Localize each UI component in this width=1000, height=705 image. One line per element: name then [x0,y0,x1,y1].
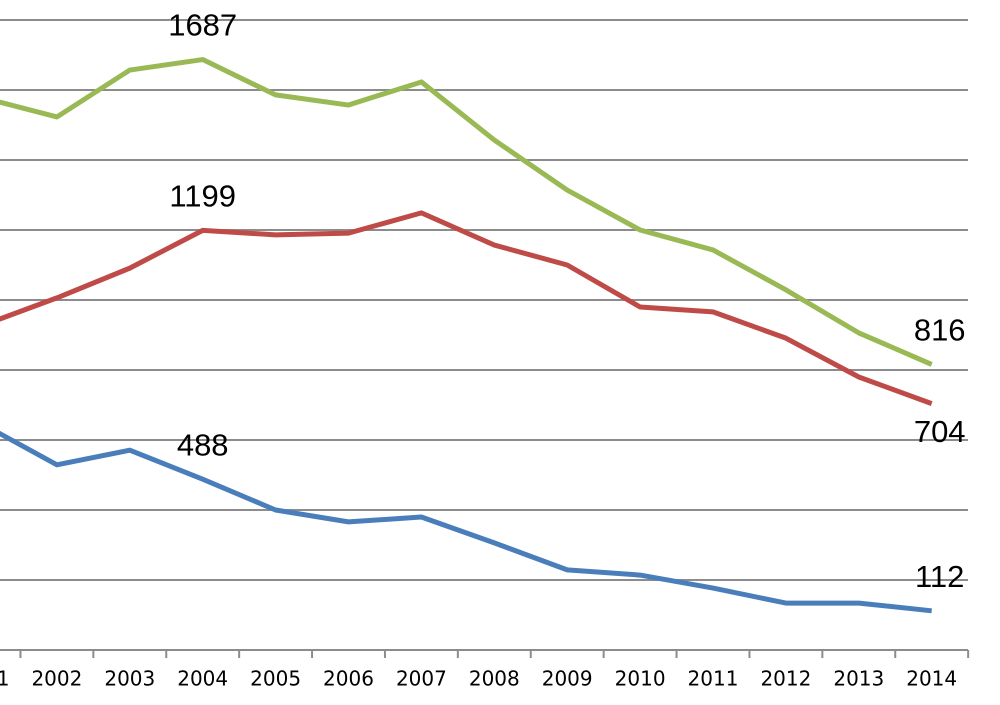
x-tick-label: 2007 [396,667,447,691]
x-tick-label: 2013 [833,667,884,691]
series-line [0,210,933,406]
x-tick-label: 2002 [31,667,82,691]
data-label: 488 [177,427,229,462]
x-tick-label: 2009 [542,667,593,691]
series-line [0,430,932,614]
data-label: 816 [914,313,966,348]
data-label: 704 [914,414,966,449]
data-label: 112 [915,559,964,594]
x-tick-label: 2014 [906,667,957,691]
x-tick-label: 2012 [760,667,811,691]
x-tick-label: 2001 [0,667,9,691]
series-line [0,57,933,367]
x-tick-label: 2005 [250,667,301,691]
data-label: 1199 [169,179,236,214]
x-tick-label: 2004 [177,667,228,691]
x-tick-label: 2006 [323,667,374,691]
x-tick-label: 2003 [104,667,155,691]
x-tick-label: 2008 [469,667,520,691]
x-tick-label: 2011 [688,667,739,691]
x-tick-label: 2010 [615,667,666,691]
data-label: 1687 [168,8,237,43]
